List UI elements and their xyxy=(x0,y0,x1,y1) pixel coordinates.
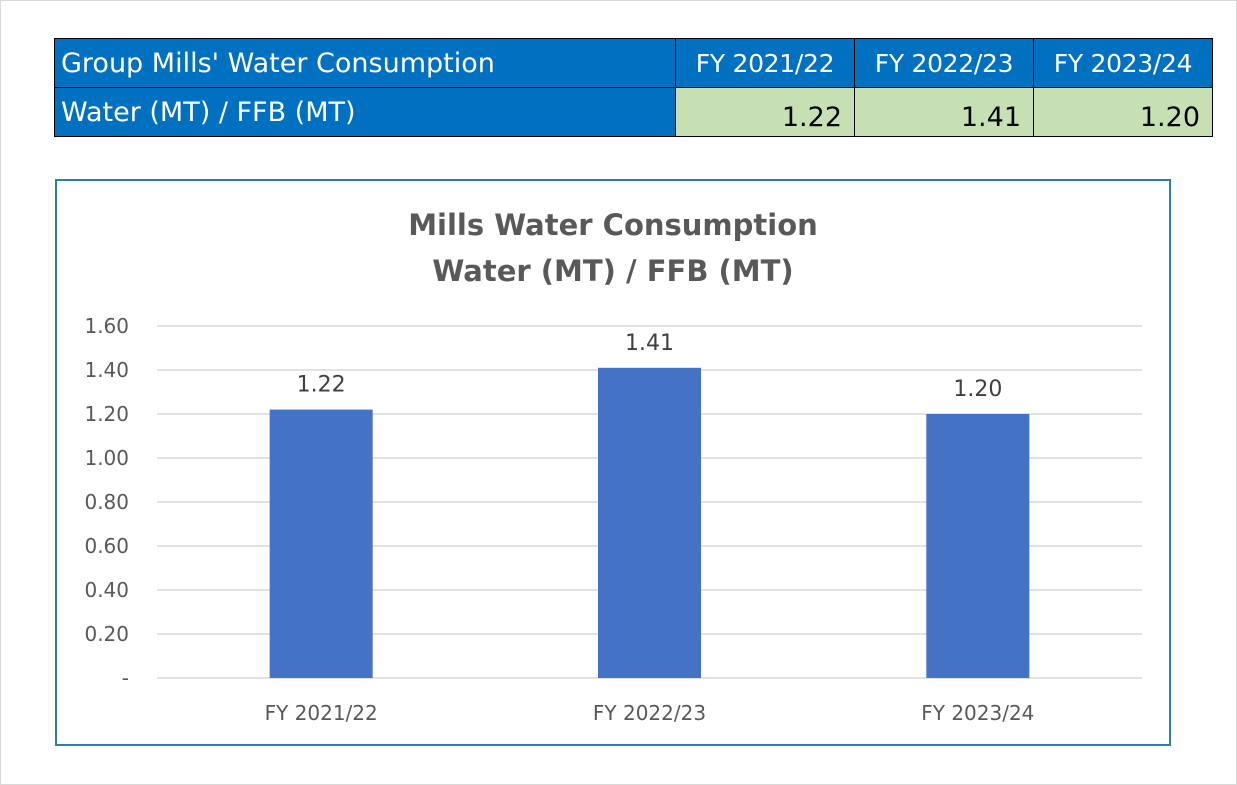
summary-header-year-1: FY 2021/22 xyxy=(675,38,855,88)
y-tick-label: 0.40 xyxy=(84,578,129,602)
y-tick-label: 0.80 xyxy=(84,490,129,514)
bar-chart: Mills Water Consumption Water (MT) / FFB… xyxy=(55,179,1171,746)
chart-title-line-1: Mills Water Consumption xyxy=(408,208,818,242)
x-tick-label: FY 2022/23 xyxy=(593,701,706,725)
chart-plot-area: - 0.20 0.40 0.60 0.80 1.00 1.20 1.40 1.60 1.22 FY … xyxy=(84,314,1142,725)
data-label: 1.41 xyxy=(625,331,674,356)
summary-value-2: 1.41 xyxy=(854,87,1034,137)
data-label: 1.22 xyxy=(297,373,346,398)
bar xyxy=(269,409,373,678)
summary-header-label: Group Mills' Water Consumption xyxy=(54,38,676,88)
data-label: 1.20 xyxy=(953,377,1002,402)
summary-header-year-3: FY 2023/24 xyxy=(1033,38,1213,88)
y-tick-label: 1.20 xyxy=(84,402,129,426)
summary-value-1: 1.22 xyxy=(675,87,855,137)
y-tick-label: 1.60 xyxy=(84,314,129,338)
y-tick-label: - xyxy=(122,666,129,690)
summary-value-3: 1.20 xyxy=(1033,87,1213,137)
y-tick-label: 0.60 xyxy=(84,534,129,558)
summary-header-year-2: FY 2022/23 xyxy=(854,38,1034,88)
bar xyxy=(926,414,1030,678)
summary-header-row: Group Mills' Water Consumption FY 2021/2… xyxy=(54,38,1213,88)
x-tick-label: FY 2021/22 xyxy=(265,701,378,725)
chart-title-line-2: Water (MT) / FFB (MT) xyxy=(432,254,794,288)
summary-value-row: Water (MT) / FFB (MT) 1.22 1.41 1.20 xyxy=(54,87,1213,137)
y-tick-label: 1.40 xyxy=(84,358,129,382)
bar xyxy=(598,367,701,678)
y-tick-label: 1.00 xyxy=(84,446,129,470)
y-tick-label: 0.20 xyxy=(84,622,129,646)
summary-table: Group Mills' Water Consumption FY 2021/2… xyxy=(54,38,1213,137)
summary-row-label: Water (MT) / FFB (MT) xyxy=(54,87,676,137)
x-tick-label: FY 2023/24 xyxy=(921,701,1034,725)
